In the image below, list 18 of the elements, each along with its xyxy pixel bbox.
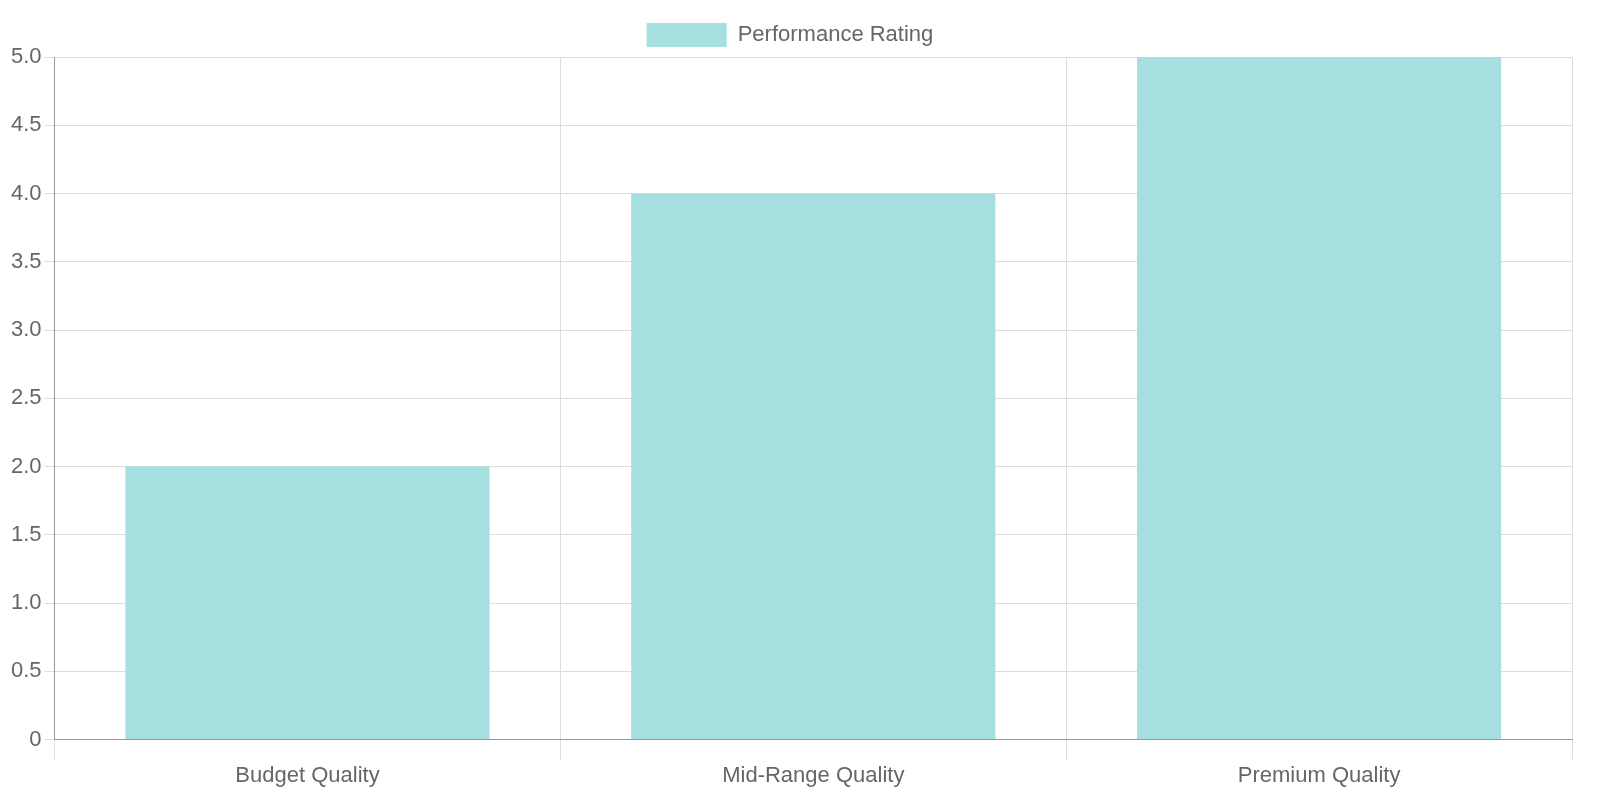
bar [125, 466, 490, 740]
y-tick-label: 3.0 [10, 316, 42, 342]
y-tick-label: 1.5 [10, 520, 42, 546]
y-tick-label: 0 [29, 725, 42, 751]
y-tick-label: 2.0 [10, 452, 42, 478]
y-tick-label: 3.5 [10, 247, 42, 273]
x-tick-label: Mid-Range Quality [722, 761, 905, 787]
y-tick-label: 5.0 [10, 43, 42, 69]
legend-label: Performance Rating [737, 21, 934, 47]
y-tick-label: 4.5 [10, 111, 42, 137]
y-tick-label: 1.0 [10, 589, 42, 615]
y-tick-label: 0.5 [10, 657, 42, 683]
y-tick-label: 2.5 [10, 384, 42, 410]
bar [1137, 57, 1502, 740]
x-tick-label: Premium Quality [1237, 761, 1401, 787]
y-tick-label: 4.0 [10, 179, 42, 205]
x-tick-label: Budget Quality [235, 761, 380, 787]
bar [631, 193, 996, 740]
